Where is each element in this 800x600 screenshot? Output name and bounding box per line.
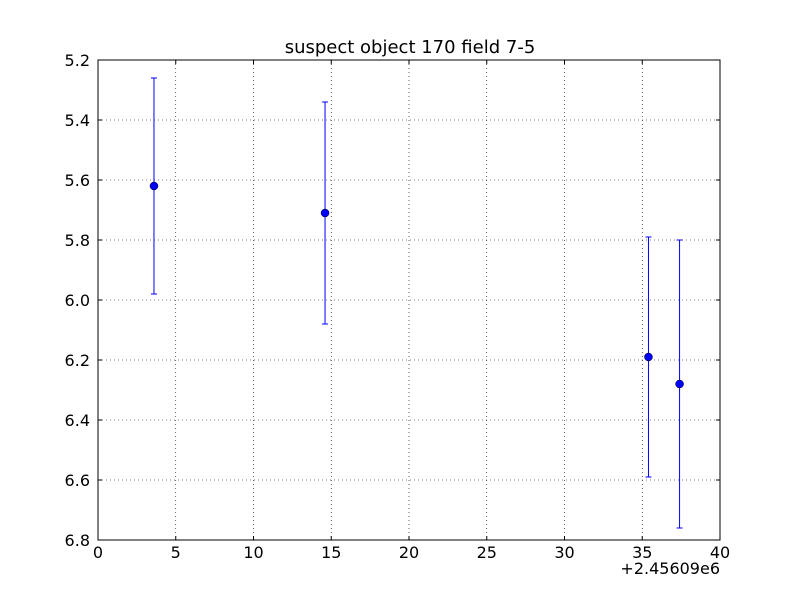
y-tick-label: 5.8 bbox=[65, 231, 90, 250]
point bbox=[644, 352, 653, 362]
x-tick-label: 0 bbox=[93, 543, 103, 562]
chart-title: suspect object 170 field 7-5 bbox=[285, 37, 536, 58]
x-tick-label: 20 bbox=[399, 543, 419, 562]
point bbox=[675, 379, 684, 389]
x-tick-label: 35 bbox=[632, 543, 652, 562]
y-tick-label: 5.4 bbox=[65, 111, 90, 130]
y-tick-label: 6.2 bbox=[65, 351, 90, 370]
plot-frame bbox=[97, 59, 721, 541]
x-tick-label: 10 bbox=[243, 543, 263, 562]
x-offset-label: +2.45609e6 bbox=[620, 559, 720, 578]
x-tick-label: 5 bbox=[171, 543, 181, 562]
x-tick-label: 30 bbox=[554, 543, 574, 562]
y-tick-label: 6.4 bbox=[65, 411, 90, 430]
y-tick-label: 6.8 bbox=[65, 531, 90, 550]
y-tick-label: 6.6 bbox=[65, 471, 90, 490]
y-tick-label: 5.6 bbox=[65, 171, 90, 190]
x-tick-label: 15 bbox=[321, 543, 341, 562]
point bbox=[149, 181, 159, 191]
y-tick-label: 5.2 bbox=[65, 51, 90, 70]
x-tick-label: 40 bbox=[710, 543, 730, 562]
point bbox=[320, 208, 330, 218]
x-tick-label: 25 bbox=[477, 543, 497, 562]
y-tick-label: 6.0 bbox=[65, 291, 90, 310]
